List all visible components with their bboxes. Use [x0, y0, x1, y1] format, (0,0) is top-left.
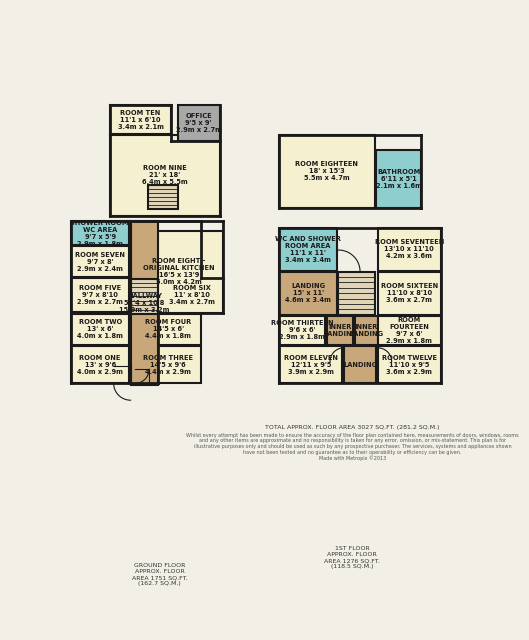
- Text: INNER
LANDING: INNER LANDING: [323, 324, 357, 337]
- Text: ROOM TEN
11'1 x 6'10
3.4m x 2.1m: ROOM TEN 11'1 x 6'10 3.4m x 2.1m: [117, 109, 163, 129]
- Bar: [378, 346, 441, 383]
- Bar: [135, 346, 202, 383]
- Bar: [339, 271, 376, 315]
- Bar: [279, 271, 337, 315]
- Text: ROOM FIVE
9'7 x 8'10
2.9m x 2.7m: ROOM FIVE 9'7 x 8'10 2.9m x 2.7m: [77, 285, 123, 305]
- Text: OFFICE
9'5 x 9'
2.9m x 2.7m: OFFICE 9'5 x 9' 2.9m x 2.7m: [176, 113, 222, 133]
- Text: LANDING
15' x 11'
4.6m x 3.4m: LANDING 15' x 11' 4.6m x 3.4m: [285, 283, 331, 303]
- Bar: [279, 316, 325, 345]
- Text: TOTAL APPROX. FLOOR AREA 3027 SQ.FT. (281.2 SQ.M.): TOTAL APPROX. FLOOR AREA 3027 SQ.FT. (28…: [265, 425, 440, 430]
- Text: ROOM SEVENTEEN
13'10 x 11'10
4.2m x 3.6m: ROOM SEVENTEEN 13'10 x 11'10 4.2m x 3.6m: [375, 239, 444, 259]
- Text: ROOM THIRTEEN
9'6 x 6'
2.9m x 1.8m: ROOM THIRTEEN 9'6 x 6' 2.9m x 1.8m: [271, 320, 334, 340]
- Text: ROOM THREE
14'5 x 9'6
4.4m x 2.9m: ROOM THREE 14'5 x 9'6 4.4m x 2.9m: [143, 355, 193, 375]
- Text: ROOM EIGHT -
ORIGINAL KITCHEN
16'5 x 13'9
5.0m x 4.2m: ROOM EIGHT - ORIGINAL KITCHEN 16'5 x 13'…: [143, 259, 215, 285]
- Bar: [135, 314, 202, 345]
- Bar: [71, 346, 129, 383]
- Text: ROOM SIXTEEN
11'10 x 8'10
3.6m x 2.7m: ROOM SIXTEEN 11'10 x 8'10 3.6m x 2.7m: [381, 283, 438, 303]
- Text: GROUND FLOOR
APPROX. FLOOR
AREA 1751 SQ.FT.
(162.7 SQ.M.): GROUND FLOOR APPROX. FLOOR AREA 1751 SQ.…: [132, 563, 188, 586]
- Bar: [110, 106, 171, 134]
- Text: ROOM ONE
13' x 9'6
4.0m x 2.9m: ROOM ONE 13' x 9'6 4.0m x 2.9m: [77, 355, 123, 375]
- Text: BATHROOM
6'11 x 5'1
2.1m x 1.6m: BATHROOM 6'11 x 5'1 2.1m x 1.6m: [376, 169, 422, 189]
- Text: ROOM NINE
21' x 18'
6.4m x 5.5m: ROOM NINE 21' x 18' 6.4m x 5.5m: [142, 165, 188, 186]
- Text: SHOWER ROOM/
WC AREA
9'7 x 5'9
2.9m x 1.8m: SHOWER ROOM/ WC AREA 9'7 x 5'9 2.9m x 1.…: [70, 220, 131, 246]
- Text: WC AND SHOWER
ROOM AREA
11'1 x 11'
3.4m x 3.4m: WC AND SHOWER ROOM AREA 11'1 x 11' 3.4m …: [275, 236, 341, 263]
- Bar: [279, 346, 342, 383]
- Bar: [378, 316, 441, 345]
- Text: HALLWAY
52'4 x 10'8
15.9m x 3.2m: HALLWAY 52'4 x 10'8 15.9m x 3.2m: [119, 292, 170, 313]
- Text: 1ST FLOOR
APPROX. FLOOR
AREA 1276 SQ.FT.
(118.5 SQ.M.): 1ST FLOOR APPROX. FLOOR AREA 1276 SQ.FT.…: [324, 547, 380, 569]
- Text: ROOM
FOURTEEN
9'7 x 6'
2.9m x 1.8m: ROOM FOURTEEN 9'7 x 6' 2.9m x 1.8m: [386, 317, 432, 344]
- Bar: [279, 134, 375, 208]
- Text: ROOM TWO
13' x 6'
4.0m x 1.8m: ROOM TWO 13' x 6' 4.0m x 1.8m: [77, 319, 123, 339]
- Bar: [110, 134, 220, 216]
- Text: LANDING: LANDING: [343, 362, 377, 368]
- Bar: [161, 278, 223, 312]
- Text: ROOM ELEVEN
12'11 x 9'5
3.9m x 2.9m: ROOM ELEVEN 12'11 x 9'5 3.9m x 2.9m: [284, 355, 338, 375]
- Bar: [131, 278, 158, 314]
- Text: ROOM FOUR
14'5 x 6'
4.4m x 1.8m: ROOM FOUR 14'5 x 6' 4.4m x 1.8m: [145, 319, 191, 339]
- Bar: [71, 278, 129, 312]
- Bar: [148, 184, 178, 209]
- Bar: [327, 316, 353, 345]
- Bar: [71, 221, 129, 245]
- Bar: [178, 106, 220, 141]
- Text: Whilst every attempt has been made to ensure the accuracy of the floor plan cont: Whilst every attempt has been made to en…: [186, 433, 518, 461]
- Text: ROOM EIGHTEEN
18' x 15'3
5.5m x 4.7m: ROOM EIGHTEEN 18' x 15'3 5.5m x 4.7m: [295, 161, 359, 181]
- Text: ROOM SIX
11' x 8'10
3.4m x 2.7m: ROOM SIX 11' x 8'10 3.4m x 2.7m: [169, 285, 215, 305]
- Text: INNER
LANDING: INNER LANDING: [349, 324, 384, 337]
- Bar: [378, 271, 441, 315]
- Bar: [378, 228, 441, 271]
- Bar: [135, 231, 223, 313]
- Bar: [71, 246, 129, 277]
- Bar: [279, 228, 337, 271]
- Bar: [376, 150, 421, 208]
- Bar: [354, 316, 378, 345]
- Bar: [344, 346, 376, 383]
- Text: ROOM SEVEN
9'7 x 8'
2.9m x 2.4m: ROOM SEVEN 9'7 x 8' 2.9m x 2.4m: [75, 252, 125, 271]
- Bar: [71, 314, 129, 345]
- Bar: [131, 221, 158, 385]
- Text: ROOM TWELVE
11'10 x 9'5
3.6m x 2.9m: ROOM TWELVE 11'10 x 9'5 3.6m x 2.9m: [382, 355, 437, 375]
